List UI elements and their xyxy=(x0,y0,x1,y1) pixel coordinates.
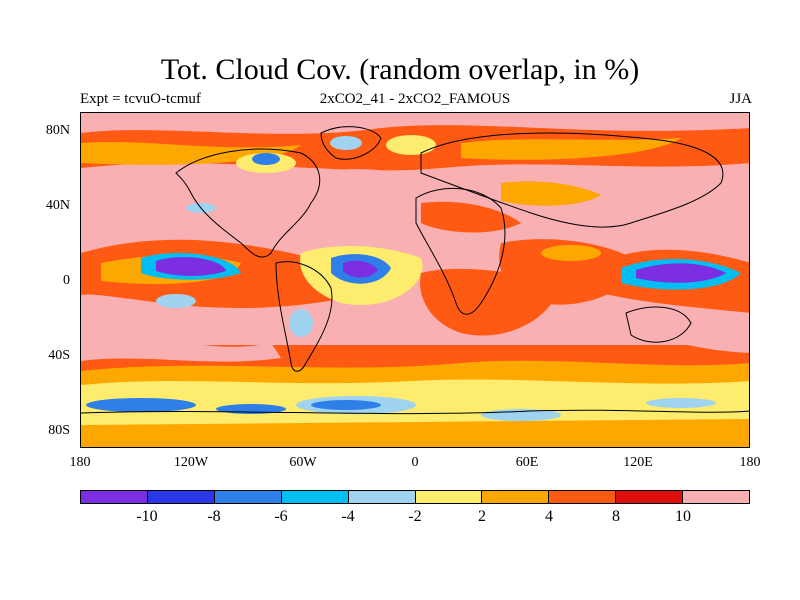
south-pink-1 xyxy=(81,334,281,362)
colorbar-label: -10 xyxy=(136,508,158,525)
lat-label-80n: 80N xyxy=(45,123,70,138)
pacific-lightblue xyxy=(156,294,196,308)
antarctic-edge xyxy=(81,419,749,447)
pacific-purple xyxy=(156,257,226,276)
sahara-orange xyxy=(421,201,521,233)
warm-pool-purple xyxy=(636,263,726,283)
lon-label-0: 0 xyxy=(411,455,419,470)
colorbar-swatch xyxy=(147,491,215,503)
season-label: JJA xyxy=(729,91,752,107)
colorbar-label: 8 xyxy=(612,508,620,525)
lon-label-60e: 60E xyxy=(515,455,539,470)
hudson-bay-blue xyxy=(252,153,280,165)
southern-blue-1 xyxy=(86,398,196,412)
lat-label-40s: 40S xyxy=(48,348,70,363)
colorbar-label: -4 xyxy=(341,508,355,525)
northern-yellow-2 xyxy=(386,135,436,155)
colorbar-swatch xyxy=(683,491,750,503)
colorbar-swatch xyxy=(616,491,684,503)
colorbar-swatch xyxy=(348,491,416,503)
lon-label-180-left: 180 xyxy=(69,455,91,470)
greenland-lightblue xyxy=(330,136,362,150)
cloud-cover-map xyxy=(81,113,749,447)
northern-band-amber-2 xyxy=(461,138,681,160)
colorbar-swatch xyxy=(549,491,617,503)
southern-blue-3 xyxy=(311,400,381,410)
colorbar-label: -2 xyxy=(408,508,422,525)
colorbar xyxy=(80,490,750,504)
colorbar-label: -6 xyxy=(274,508,288,525)
lat-label-0: 0 xyxy=(63,273,70,288)
atlantic-purple xyxy=(343,260,378,278)
colorbar-label: 10 xyxy=(675,508,691,525)
colorbar-swatch xyxy=(415,491,483,503)
indian-ocean-amber xyxy=(541,245,601,261)
colorbar-label: -8 xyxy=(207,508,221,525)
coastlines xyxy=(81,126,749,415)
colorbar-swatch xyxy=(281,491,349,503)
colorbar-swatch xyxy=(482,491,550,503)
lon-label-120w: 120W xyxy=(173,455,209,470)
southern-lightblue-3 xyxy=(646,398,716,408)
lon-label-180-right: 180 xyxy=(739,455,761,470)
north-atlantic-pink xyxy=(311,169,441,207)
lat-label-80s: 80S xyxy=(48,423,70,438)
comparison-label: 2xCO2_41 - 2xCO2_FAMOUS xyxy=(319,91,511,107)
experiment-label: Expt = tcvuO-tcmuf xyxy=(80,91,201,107)
asia-amber xyxy=(501,181,601,206)
lat-label-40n: 40N xyxy=(45,198,70,213)
map-panel xyxy=(80,112,750,448)
colorbar-label: 2 xyxy=(478,508,486,525)
lon-label-60w: 60W xyxy=(289,455,317,470)
colorbar-swatch xyxy=(214,491,282,503)
south-america-lightblue xyxy=(289,309,313,337)
colorbar-swatch xyxy=(81,491,148,503)
lon-label-120e: 120E xyxy=(623,455,653,470)
colorbar-label: 4 xyxy=(545,508,553,525)
plot-title: Tot. Cloud Cov. (random overlap, in %) xyxy=(160,53,640,86)
